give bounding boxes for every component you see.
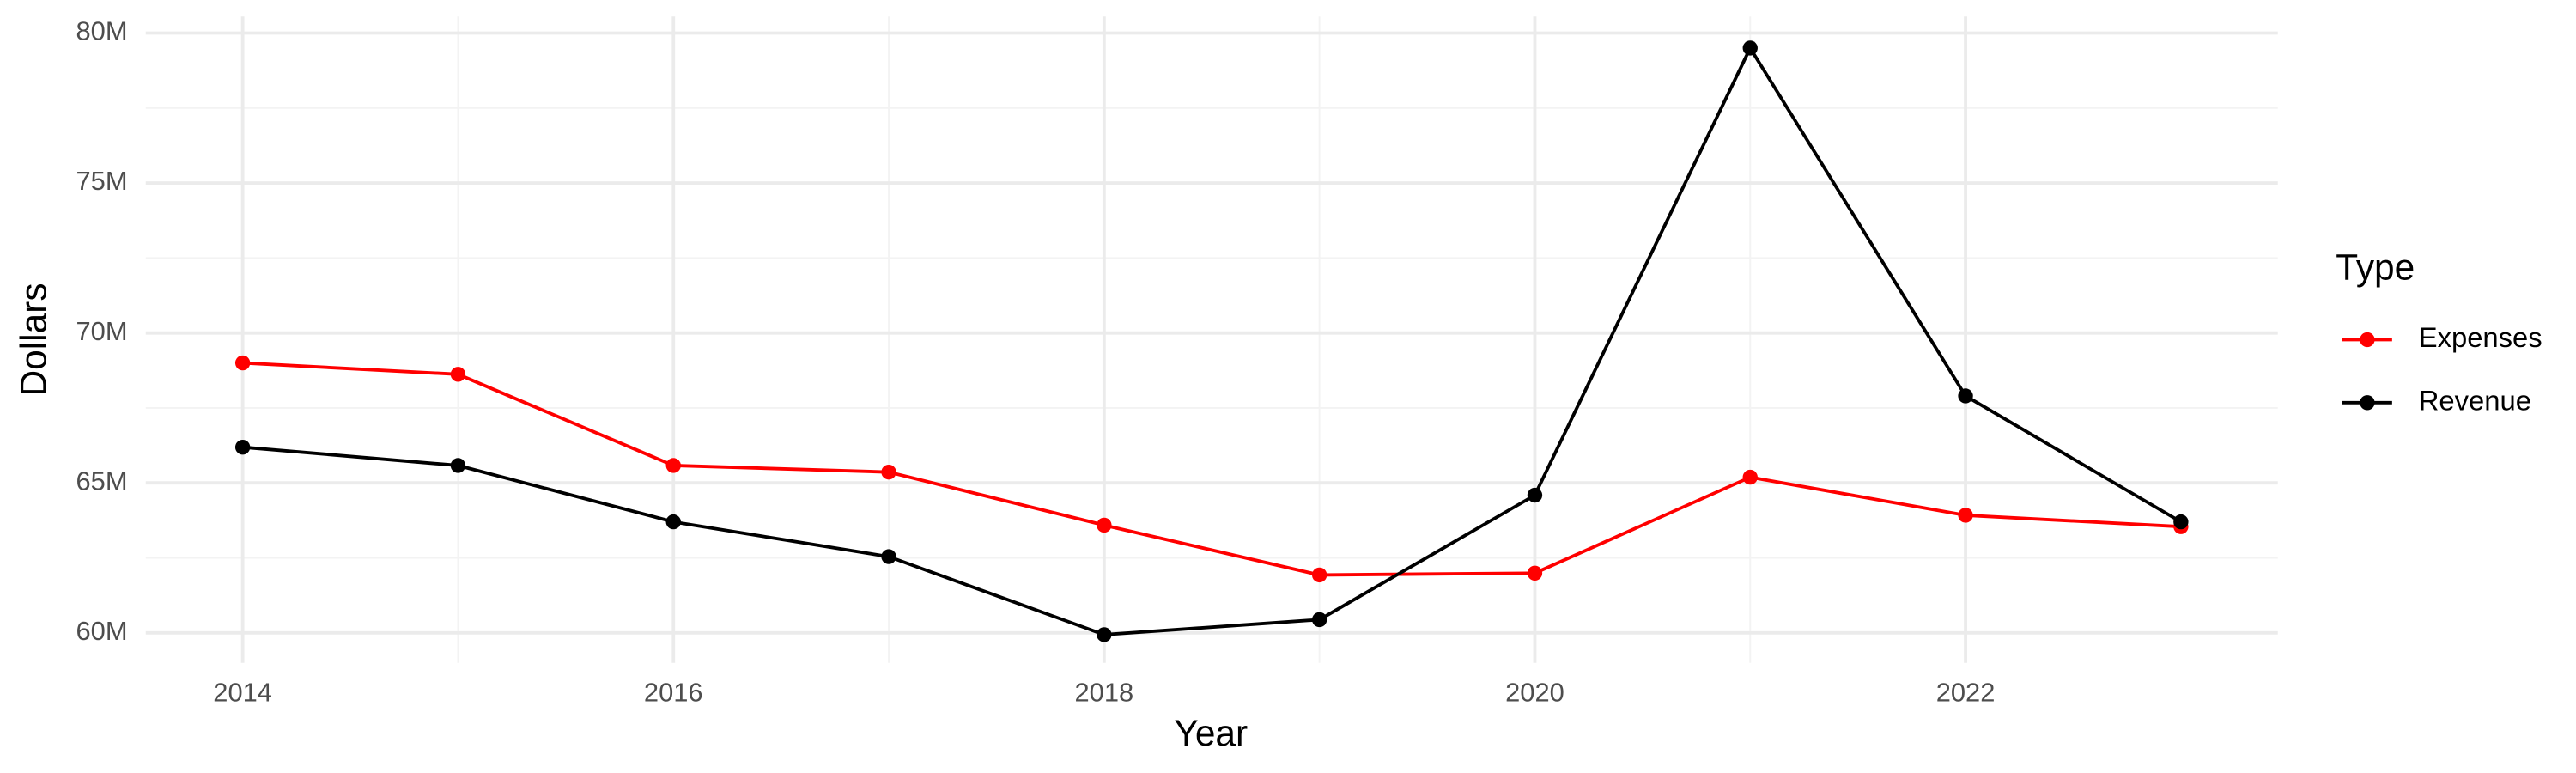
- x-tick-label: 2020: [1505, 678, 1564, 708]
- y-tick-label: 75M: [76, 166, 128, 196]
- legend-label: Revenue: [2419, 384, 2531, 416]
- data-point: [450, 458, 466, 473]
- x-tick-label: 2018: [1075, 678, 1134, 708]
- data-point: [1311, 612, 1327, 628]
- x-tick-label: 2016: [644, 678, 703, 708]
- x-tick-label: 2014: [213, 678, 272, 708]
- data-point: [1311, 567, 1327, 583]
- data-point: [1097, 627, 1112, 642]
- y-tick-label: 65M: [76, 466, 128, 496]
- data-point: [1742, 40, 1758, 56]
- data-point: [881, 464, 896, 480]
- x-axis-title: Year: [1174, 713, 1248, 753]
- y-tick-label: 60M: [76, 616, 128, 646]
- data-point: [1742, 469, 1758, 485]
- data-point: [2173, 514, 2189, 530]
- series-line: [242, 361, 2181, 577]
- data-point: [234, 355, 251, 371]
- legend-key-point: [2360, 395, 2375, 411]
- legend-label: Expenses: [2419, 321, 2543, 353]
- data-point: [1097, 517, 1112, 533]
- y-axis-title: Dollars: [14, 283, 54, 396]
- legend-key-point: [2360, 332, 2375, 348]
- x-tick-label: 2022: [1936, 678, 1996, 708]
- data-point: [234, 439, 251, 455]
- y-tick-label: 70M: [76, 316, 128, 346]
- legend-title: Type: [2336, 247, 2415, 288]
- data-point: [665, 458, 681, 473]
- data-point: [1527, 565, 1543, 581]
- data-point: [1958, 388, 1973, 404]
- data-point: [450, 367, 466, 382]
- series-line: [242, 44, 2182, 636]
- data-point: [1958, 508, 1973, 523]
- data-point: [665, 514, 681, 530]
- data-point: [1527, 487, 1543, 503]
- y-tick-label: 80M: [76, 16, 128, 46]
- data-point: [881, 549, 896, 564]
